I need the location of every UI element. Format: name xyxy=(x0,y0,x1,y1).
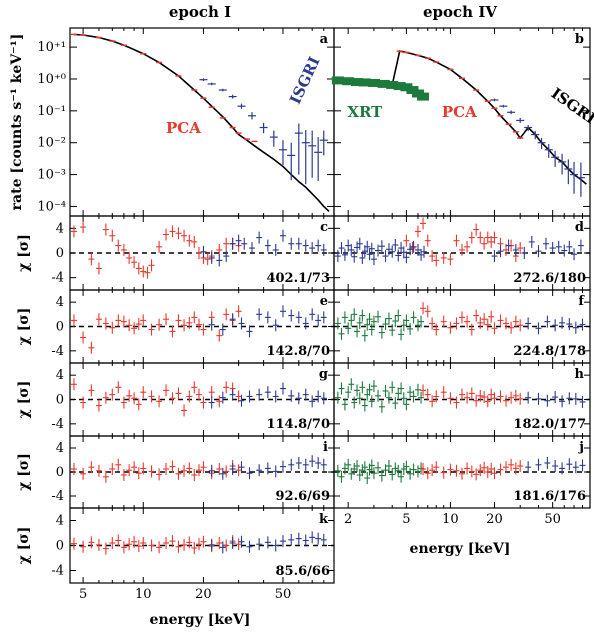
xrt-point-b xyxy=(367,78,380,87)
xrt-point-b xyxy=(351,78,364,87)
model-curve-a xyxy=(73,33,330,212)
panel-label-d: d xyxy=(575,220,584,235)
y-tick-label-a: 10⁺¹ xyxy=(37,40,66,55)
y-tick-label-i: -4 xyxy=(51,489,64,504)
x-tick-label-j: 2 xyxy=(344,512,352,527)
panel-label-h: h xyxy=(575,367,585,382)
y-tick-label-c: 4 xyxy=(56,221,64,236)
panel-label-j: j xyxy=(578,440,584,455)
x-tick-label-k: 10 xyxy=(135,587,152,602)
panel-f: f 224.8/178 xyxy=(333,289,591,364)
panel-i: i 4 0 -4 χ [σ] 92.6/69 xyxy=(16,435,335,509)
panel-label-k: k xyxy=(319,512,329,527)
y-tick-label-a: 10⁻² xyxy=(37,136,66,151)
y-tick-label-k: 0 xyxy=(56,539,64,554)
x-tick-label-k: 20 xyxy=(195,587,212,602)
panel-label-f: f xyxy=(578,294,585,309)
residual-ylabel-k: χ [σ] xyxy=(16,527,32,565)
panel-label-i: i xyxy=(323,440,328,455)
panel-label-b: b xyxy=(575,32,584,47)
y-tick-label-c: 0 xyxy=(56,246,64,261)
xrt-point-b xyxy=(331,76,344,85)
residual-ylabel-i: χ [σ] xyxy=(16,453,32,491)
label-isgri-a: ISGRI xyxy=(286,54,324,107)
panel-frame-b xyxy=(333,27,591,217)
xrt-point-b xyxy=(386,80,399,89)
y-tick-label-g: 0 xyxy=(56,393,64,408)
y-tick-label-g: 4 xyxy=(56,368,64,383)
residual-ylabel-g: χ [σ] xyxy=(16,381,32,419)
panel-d: d 272.6/180 xyxy=(333,215,591,291)
label-pca-a: PCA xyxy=(166,119,201,137)
label-pca-b: PCA xyxy=(442,103,477,121)
chi2-stat-i: 92.6/69 xyxy=(275,489,330,504)
label-xrt-b: XRT xyxy=(347,103,383,121)
chi2-stat-j: 181.6/176 xyxy=(513,489,586,504)
chi2-stat-c: 402.1/73 xyxy=(266,271,330,286)
x-tick-label-j: 50 xyxy=(544,512,561,527)
panel-a: a 10⁻⁴ 10⁻³ 10⁻² 10⁻¹ 10⁺⁰ 10⁺¹ PCA ISGRI xyxy=(37,27,335,217)
xrt-point-b xyxy=(377,79,390,88)
panel-label-g: g xyxy=(319,367,328,382)
y-tick-label-a: 10⁻⁴ xyxy=(37,199,66,214)
panel-label-c: c xyxy=(320,220,328,235)
xrt-point-b xyxy=(342,77,355,86)
xlabel-right: energy [keV] xyxy=(410,541,511,557)
spectrum-ylabel: rate [counts s⁻¹ keV⁻¹] xyxy=(9,34,25,211)
y-tick-label-a: 10⁻³ xyxy=(37,168,66,183)
y-tick-label-c: -4 xyxy=(51,271,64,286)
panel-label-a: a xyxy=(320,32,329,47)
x-tick-label-j: 20 xyxy=(486,512,503,527)
epoch-I-title: epoch I xyxy=(169,3,231,21)
chi2-stat-d: 272.6/180 xyxy=(513,271,586,286)
residual-ylabel-e: χ [σ] xyxy=(16,308,32,346)
panel-j: j 2 5 10 20 50 181.6/176 xyxy=(333,435,591,527)
chi2-stat-k: 85.6/66 xyxy=(275,564,330,579)
xrt-point-b xyxy=(358,78,371,87)
xrt-point-b xyxy=(400,83,413,92)
panel-label-e: e xyxy=(320,294,328,309)
x-tick-label-k: 5 xyxy=(79,587,87,602)
y-tick-label-a: 10⁺⁰ xyxy=(37,72,66,87)
y-tick-label-e: -4 xyxy=(51,344,64,359)
panel-b: b XRT PCA ISGRI xyxy=(331,27,594,217)
x-tick-label-j: 5 xyxy=(402,512,410,527)
y-tick-label-k: -4 xyxy=(51,564,64,579)
chi2-stat-e: 142.8/70 xyxy=(266,344,330,359)
xrt-point-b xyxy=(417,92,430,101)
panel-c: c 4 0 -4 χ [σ] 402.1/73 xyxy=(16,215,335,291)
xrt-point-b xyxy=(393,82,406,91)
chart-layer: a 10⁻⁴ 10⁻³ 10⁻² 10⁻¹ 10⁺⁰ 10⁺¹ PCA ISGRI b XRT PCA… xyxy=(16,27,594,602)
panel-k: k 5 10 20 50 4 0 -4 χ [σ] 85.6/66 xyxy=(16,507,335,602)
panel-frame-a xyxy=(69,27,335,217)
panel-g: g 4 0 -4 χ [σ] 114.8/70 xyxy=(16,362,335,437)
panel-e: e 4 0 -4 χ [σ] 142.8/70 xyxy=(16,289,335,364)
y-tick-label-i: 4 xyxy=(56,441,64,456)
chi2-stat-g: 114.8/70 xyxy=(266,417,330,432)
chi2-stat-f: 224.8/178 xyxy=(513,344,586,359)
y-tick-label-e: 4 xyxy=(56,295,64,310)
label-isgri-b: ISGRI xyxy=(548,84,594,128)
epoch-IV-title: epoch IV xyxy=(423,3,497,21)
x-tick-label-j: 10 xyxy=(442,512,459,527)
chi2-stat-h: 182.0/177 xyxy=(513,417,586,432)
y-tick-label-k: 4 xyxy=(56,514,64,529)
y-tick-label-a: 10⁻¹ xyxy=(37,104,66,119)
panel-h: h 182.0/177 xyxy=(333,362,591,437)
residual-ylabel-c: χ [σ] xyxy=(16,234,32,272)
y-tick-label-e: 0 xyxy=(56,320,64,335)
y-tick-label-g: -4 xyxy=(51,417,64,432)
x-tick-label-k: 50 xyxy=(275,587,292,602)
y-tick-label-i: 0 xyxy=(56,465,64,480)
xlabel-left: energy [keV] xyxy=(150,612,251,628)
